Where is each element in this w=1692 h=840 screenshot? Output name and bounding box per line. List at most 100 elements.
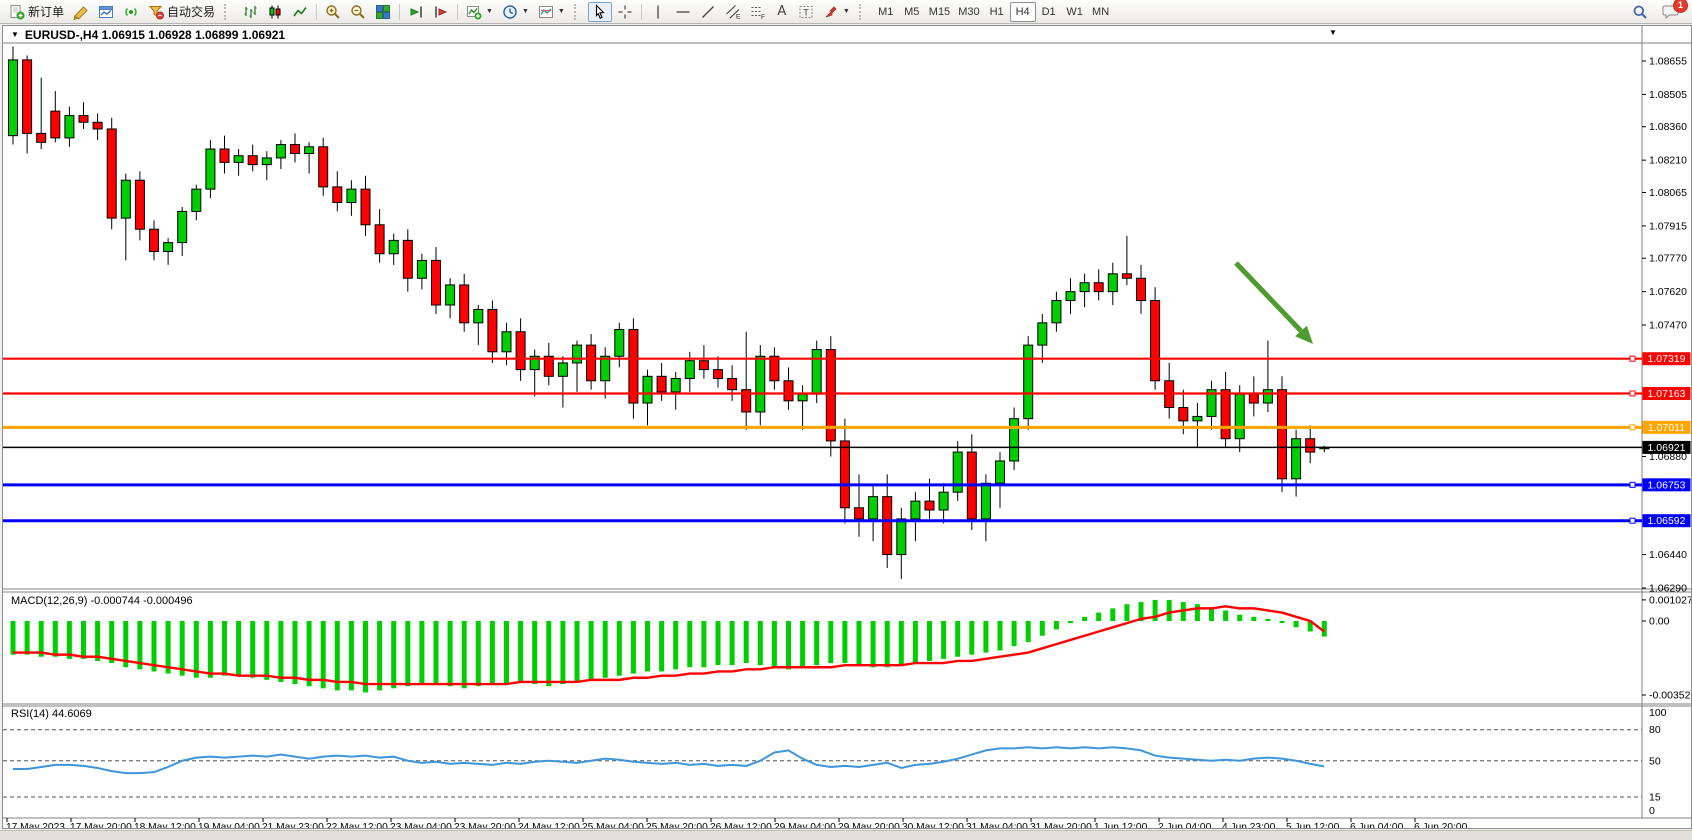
new-order-icon (9, 4, 25, 20)
macd-pane: 0.001027 0.00 -0.00352 (10, 594, 1691, 702)
chart-svg[interactable]: 1.08655 1.08505 1.08360 1.08210 1.08065 1.079… (3, 26, 1691, 828)
svg-text:24 May 12:00: 24 May 12:00 (518, 822, 580, 828)
chart-shift-button[interactable] (429, 2, 453, 22)
bar-chart-button[interactable] (238, 2, 262, 22)
horizontal-line-tool-button[interactable] (671, 2, 695, 22)
text-tool-button[interactable]: A (771, 2, 793, 22)
svg-text:1.07163: 1.07163 (1648, 388, 1686, 400)
timeframe-button-d1[interactable]: D1 (1041, 5, 1056, 18)
broadcast-signal-button[interactable] (119, 2, 143, 22)
price-axis: 1.08655 1.08505 1.08360 1.08210 1.08065 1.079… (1642, 56, 1691, 595)
timeframe-button-m5[interactable]: M5 (904, 5, 920, 18)
periods-button[interactable]: ▼ (498, 2, 533, 22)
broadcast-icon (123, 4, 139, 20)
svg-text:30 May 12:00: 30 May 12:00 (902, 822, 964, 828)
main-toolbar: 新订单 自动交易 (0, 0, 1692, 24)
svg-text:1 Jun 12:00: 1 Jun 12:00 (1094, 822, 1148, 828)
fibonacci-tool-button[interactable]: F (746, 2, 770, 22)
svg-text:0: 0 (1649, 805, 1655, 817)
horizontal-scrollbar[interactable] (0, 830, 1692, 840)
svg-text:1.07011: 1.07011 (1648, 422, 1685, 434)
indicators-button[interactable]: ▼ (462, 2, 497, 22)
timeframe-button-m15[interactable]: M15 (928, 5, 951, 18)
svg-text:31 May 20:00: 31 May 20:00 (1030, 822, 1092, 828)
clock-icon (502, 4, 518, 20)
timeframe-button-mn[interactable]: MN (1092, 5, 1110, 18)
zoom-in-icon (325, 4, 341, 20)
svg-text:2 Jun 04:00: 2 Jun 04:00 (1158, 822, 1212, 828)
text-label-tool-button[interactable]: T (794, 2, 818, 22)
new-order-button[interactable]: 新订单 (5, 2, 68, 22)
svg-text:26 May 12:00: 26 May 12:00 (710, 822, 772, 828)
svg-text:15: 15 (1649, 791, 1661, 803)
svg-text:80: 80 (1649, 724, 1661, 736)
svg-text:1.06753: 1.06753 (1648, 479, 1686, 491)
hlines-layer[interactable] (3, 355, 1642, 524)
arrows-tool-button[interactable]: ▼ (819, 2, 854, 22)
crayon-style-button[interactable] (69, 2, 93, 22)
line-chart-button[interactable] (288, 2, 312, 22)
zoom-in-button[interactable] (321, 2, 345, 22)
chart-profile-button[interactable] (94, 2, 118, 22)
chat-button[interactable]: 1 (1658, 0, 1688, 22)
tile-windows-button[interactable] (371, 2, 395, 22)
text-tool-icon: A (777, 4, 787, 19)
annotation-arrow[interactable] (1234, 261, 1313, 344)
search-button[interactable] (1628, 2, 1652, 22)
toolbar-grip (573, 3, 583, 20)
svg-text:31 May 04:00: 31 May 04:00 (966, 822, 1028, 828)
timeframe-button-w1[interactable]: W1 (1066, 5, 1083, 18)
arrows-tool-icon (823, 4, 839, 20)
svg-text:0.001027: 0.001027 (1649, 594, 1691, 606)
toolbar-separator (457, 3, 459, 20)
svg-text:0.00: 0.00 (1649, 616, 1670, 628)
line-chart-icon (292, 4, 308, 20)
svg-text:1.06592: 1.06592 (1648, 515, 1686, 527)
tile-windows-icon (375, 4, 391, 20)
svg-text:-0.00352: -0.00352 (1649, 690, 1691, 702)
svg-text:1.08655: 1.08655 (1649, 56, 1687, 68)
svg-text:1.06440: 1.06440 (1649, 549, 1687, 561)
timeframe-button-m30[interactable]: M30 (958, 5, 980, 18)
auto-trading-button[interactable]: 自动交易 (144, 2, 219, 22)
bar-chart-icon (242, 4, 258, 20)
svg-text:1.07470: 1.07470 (1649, 320, 1687, 332)
candlestick-chart-icon (267, 4, 283, 20)
equidistant-channel-tool-button[interactable]: E (721, 2, 745, 22)
svg-text:4 Jun 23:00: 4 Jun 23:00 (1222, 822, 1276, 828)
svg-text:25 May 04:00: 25 May 04:00 (582, 822, 644, 828)
timeframe-button-h1[interactable]: H1 (989, 5, 1004, 18)
trendline-tool-button[interactable] (696, 2, 720, 22)
zoom-out-button[interactable] (346, 2, 370, 22)
candlestick-chart-button[interactable] (263, 2, 287, 22)
timeframe-button-h4[interactable]: H4 (1009, 1, 1036, 22)
chart-shift-icon (433, 4, 449, 20)
cursor-tool-button[interactable] (587, 1, 612, 22)
svg-text:1.06880: 1.06880 (1649, 451, 1687, 463)
crosshair-tool-button[interactable] (613, 2, 637, 22)
svg-text:18 May 12:00: 18 May 12:00 (134, 822, 196, 828)
svg-text:1.08065: 1.08065 (1649, 187, 1687, 199)
toolbar-grip (858, 3, 868, 20)
macd-indicator-label: MACD(12,26,9) -0.000744 -0.000496 (11, 595, 193, 607)
svg-text:E: E (736, 13, 741, 20)
cursor-icon (592, 3, 608, 20)
new-order-label: 新订单 (28, 5, 65, 19)
toolbar-separator (399, 3, 401, 20)
text-label-icon: T (798, 4, 814, 20)
svg-text:1.06921: 1.06921 (1648, 442, 1686, 454)
templates-button[interactable]: ▼ (534, 2, 569, 22)
templates-icon (538, 4, 554, 20)
vertical-line-icon (650, 4, 666, 20)
rsi-indicator-label: RSI(14) 44.6069 (11, 708, 92, 720)
chart-symbol-title: EURUSD-,H4 1.06915 1.06928 1.06899 1.069… (24, 27, 286, 42)
scroll-to-end-icon[interactable]: ▼ (1329, 28, 1337, 37)
vertical-line-tool-button[interactable] (646, 2, 670, 22)
svg-text:1.08360: 1.08360 (1649, 121, 1687, 133)
date-axis: 17 May 2023 17 May 20:00 18 May 12:00 19 Ma… (6, 818, 1468, 828)
svg-text:23 May 04:00: 23 May 04:00 (390, 822, 452, 828)
timeframe-button-m1[interactable]: M1 (878, 5, 894, 18)
svg-text:1.07620: 1.07620 (1649, 286, 1687, 298)
chart-collapse-icon[interactable]: ▼ (11, 30, 19, 39)
auto-scroll-button[interactable] (404, 2, 428, 22)
